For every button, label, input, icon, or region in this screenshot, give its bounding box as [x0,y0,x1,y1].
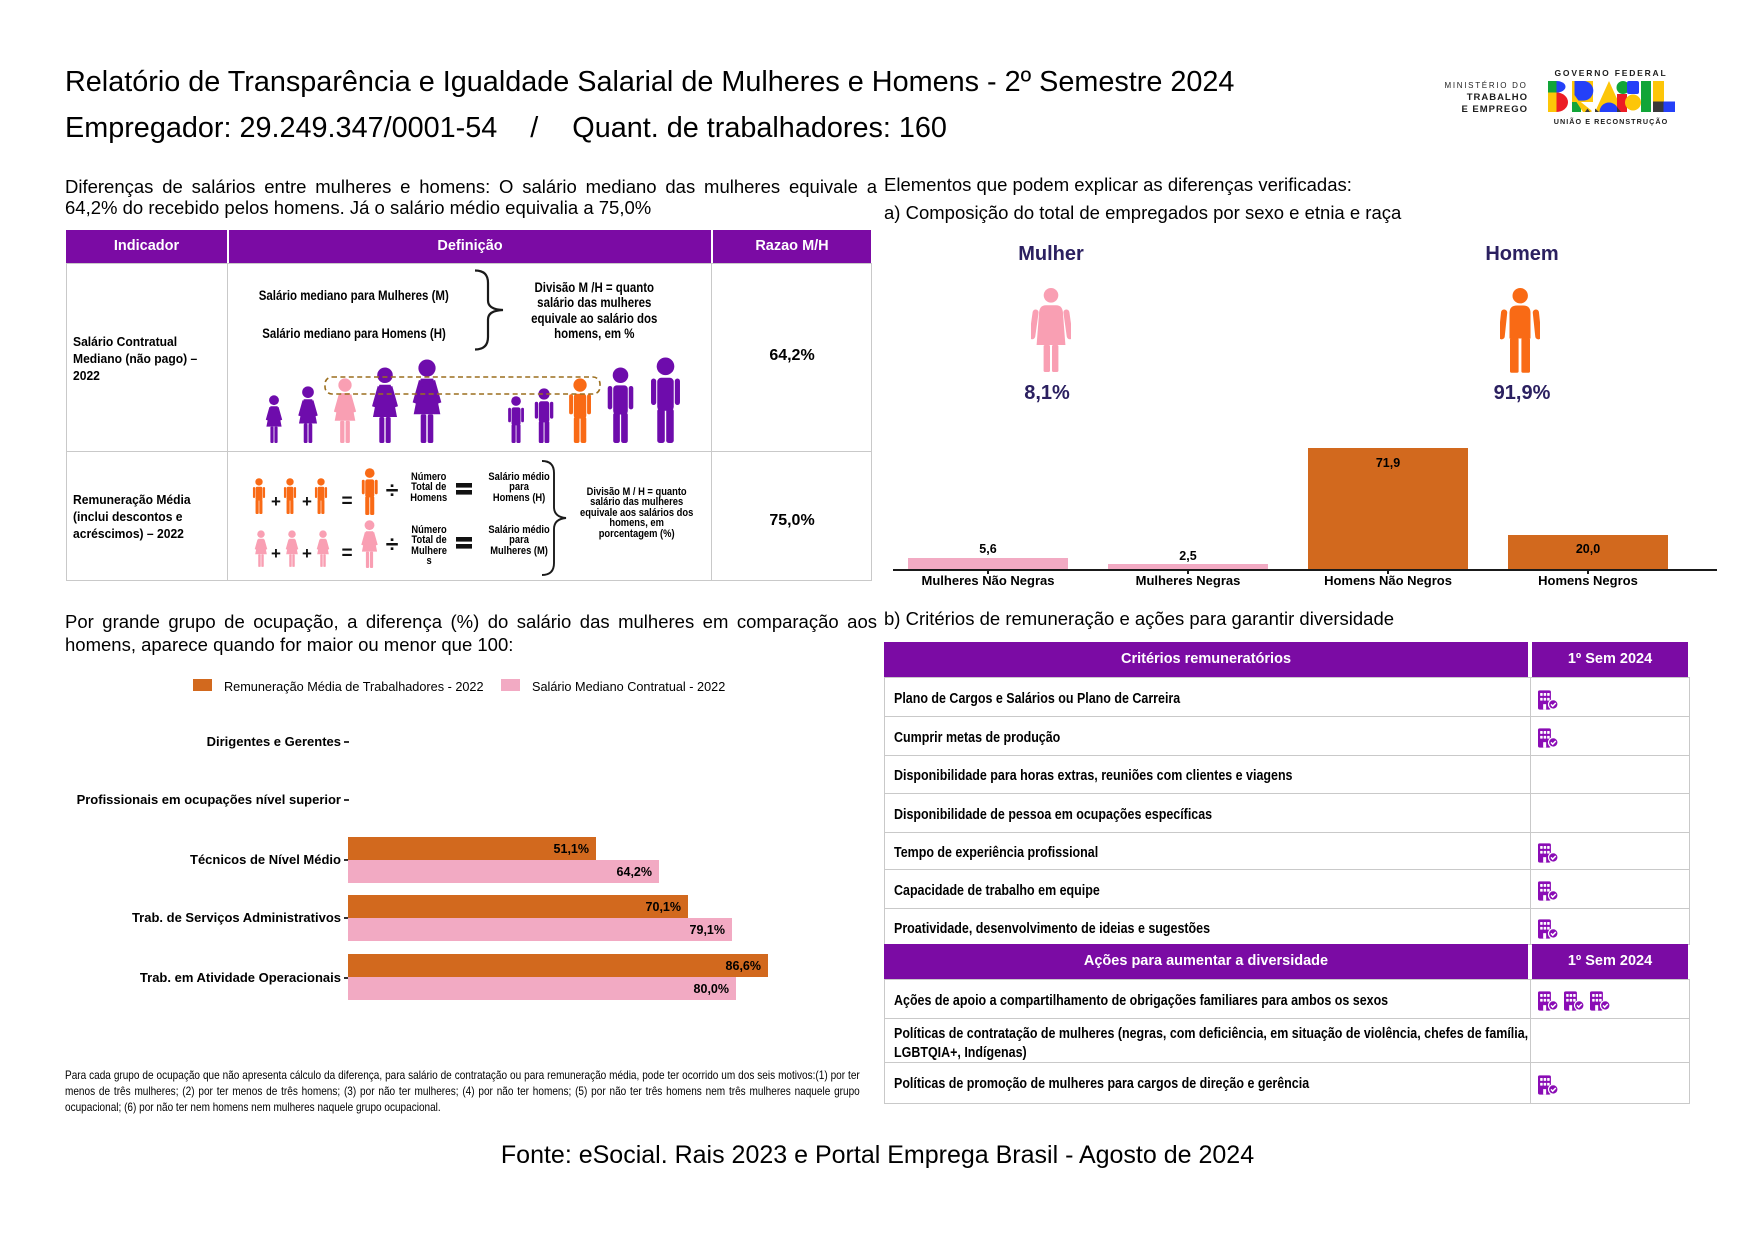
svg-text:+: + [302,492,312,511]
svg-text:÷: ÷ [386,477,399,503]
svg-text:=: = [341,491,352,512]
svg-text:+: + [271,492,281,511]
svg-text:÷: ÷ [386,531,399,557]
svg-text:+: + [302,544,312,563]
svg-text:+: + [271,544,281,563]
svg-text:=: = [341,543,352,564]
